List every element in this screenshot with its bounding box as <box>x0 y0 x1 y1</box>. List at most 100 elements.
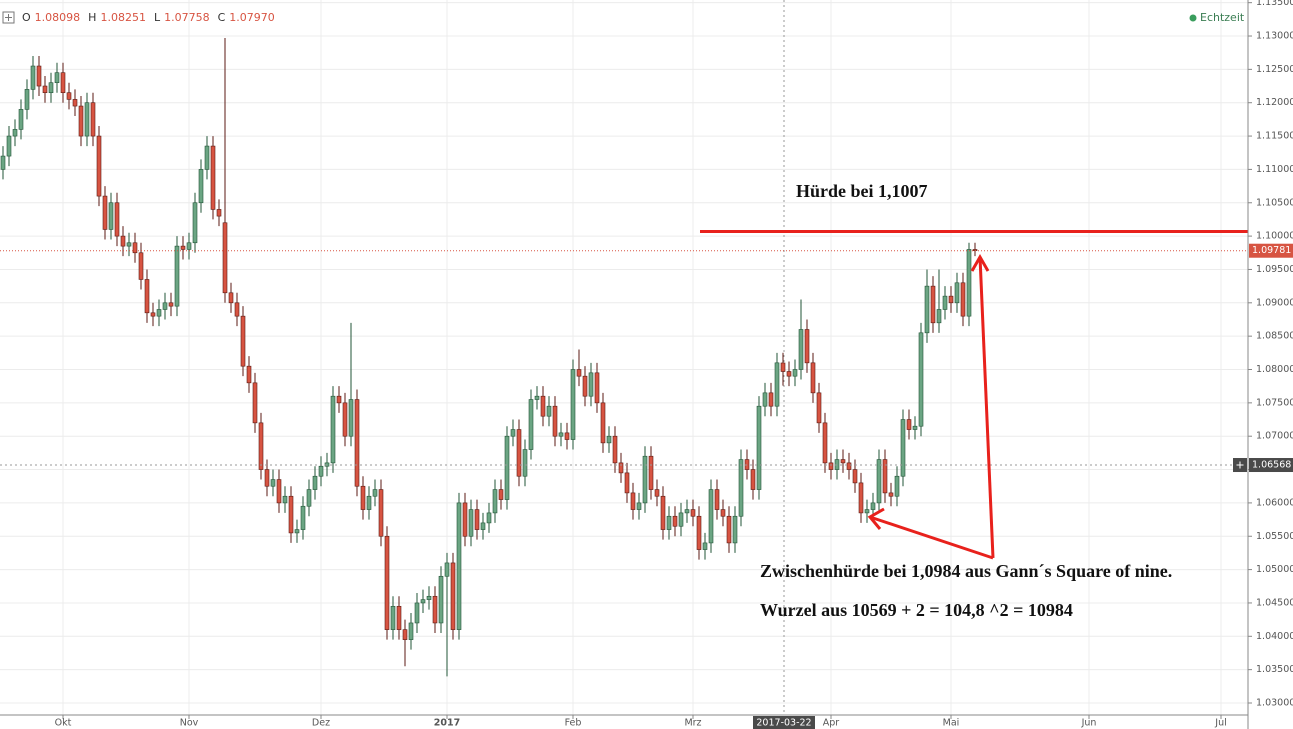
axis-labels: 1.03000 1.03500 1.04000 1.04500 1.05000 1.055… <box>55 0 1293 729</box>
candle-body <box>378 489 384 537</box>
candle-body <box>0 155 6 170</box>
y-tick-label: 1.11500 <box>1256 131 1293 142</box>
candle-body <box>936 309 942 324</box>
candle-body <box>954 282 960 304</box>
candle-body <box>810 362 816 394</box>
candle-body <box>864 509 870 514</box>
candle-body <box>450 562 456 630</box>
candle-body <box>54 72 60 84</box>
candle-body <box>618 462 624 474</box>
candle-body <box>876 459 882 504</box>
candle-body <box>108 202 114 230</box>
candle-body <box>204 145 210 170</box>
candle-body <box>486 512 492 524</box>
ohlc-name: H <box>88 11 96 24</box>
candle-body <box>654 489 660 497</box>
candle-body <box>570 369 576 440</box>
candle-body <box>762 392 768 407</box>
candle-body <box>120 235 126 247</box>
candle-body <box>270 479 276 487</box>
candle-body <box>828 462 834 470</box>
crosshair-price-label: 1.06568 <box>1252 460 1291 471</box>
candle-body <box>504 435 510 500</box>
price-axis <box>1248 0 1293 729</box>
y-tick-label: 1.03500 <box>1256 664 1293 675</box>
candle-body <box>792 369 798 377</box>
y-tick-label: 1.10000 <box>1256 231 1293 242</box>
candle-body <box>738 459 744 517</box>
candle-body <box>144 279 150 314</box>
annotation: Zwischenhürde bei 1,0984 aus Gann´s Squa… <box>760 561 1172 581</box>
candle-body <box>702 542 708 550</box>
ohlc-value: 1.07758 <box>164 11 210 24</box>
y-tick-label: 1.10500 <box>1256 197 1293 208</box>
candle-body <box>342 402 348 437</box>
candle-body <box>288 495 294 534</box>
x-tick-label: Jul <box>1214 718 1226 729</box>
ohlc-name: C <box>218 11 226 24</box>
y-tick-label: 1.04500 <box>1256 597 1293 608</box>
grid <box>0 0 1248 715</box>
candle-body <box>642 455 648 504</box>
candle-body <box>822 422 828 464</box>
candle-body <box>468 509 474 537</box>
candle-body <box>522 449 528 477</box>
candle-body <box>408 622 414 640</box>
candle-body <box>42 85 48 94</box>
candle-body <box>192 202 198 244</box>
candle-body <box>300 505 306 530</box>
candle-body <box>306 489 312 507</box>
candle-body <box>798 329 804 370</box>
candle-body <box>60 72 66 94</box>
x-tick-label: Jun <box>1081 718 1097 729</box>
candle-body <box>882 459 888 494</box>
candle-body <box>924 285 930 334</box>
candle-body <box>474 509 480 530</box>
candle-body <box>558 432 564 437</box>
candle-body <box>30 65 36 90</box>
candle-body <box>414 602 420 624</box>
candle-body <box>96 135 102 197</box>
candle-body <box>78 105 84 137</box>
candle-body <box>900 419 906 477</box>
candle-body <box>264 469 270 487</box>
candle-body <box>432 595 438 624</box>
y-tick-label: 1.08500 <box>1256 331 1293 342</box>
ohlc-value: 1.07970 <box>229 11 275 24</box>
candle-body <box>552 405 558 437</box>
candle-body <box>234 302 240 317</box>
candle-body <box>528 399 534 450</box>
candle-body <box>426 595 432 600</box>
candle-body <box>678 512 684 527</box>
candle-body <box>252 382 258 424</box>
y-tick-label: 1.13000 <box>1256 31 1293 42</box>
y-tick-label: 1.12000 <box>1256 97 1293 108</box>
candle-body <box>348 399 354 437</box>
y-tick-label: 1.11000 <box>1256 164 1293 175</box>
candle-body <box>354 399 360 487</box>
candle-body <box>102 195 108 230</box>
candle-body <box>510 429 516 437</box>
last-price-label: 1.09781 <box>1252 245 1291 256</box>
candle-body <box>912 425 918 430</box>
candle-body <box>294 529 300 534</box>
candle-body <box>774 362 780 407</box>
candle-body <box>732 515 738 544</box>
candle-body <box>438 575 444 624</box>
ohlc-header: O 1.08098 H 1.08251 L 1.07758 C 1.07970 <box>22 11 275 24</box>
candle-body <box>606 435 612 444</box>
candle-body <box>840 459 846 464</box>
candle-body <box>906 419 912 430</box>
candle-body <box>708 489 714 544</box>
candle-body <box>396 605 402 630</box>
candle-body <box>336 395 342 404</box>
candle-body <box>846 462 852 470</box>
candle-body <box>180 245 186 250</box>
candle-body <box>666 515 672 530</box>
y-tick-label: 1.12500 <box>1256 64 1293 75</box>
x-tick-label: Okt <box>55 718 72 729</box>
crosshair-price-box <box>1249 458 1293 473</box>
y-tick-label: 1.06000 <box>1256 497 1293 508</box>
